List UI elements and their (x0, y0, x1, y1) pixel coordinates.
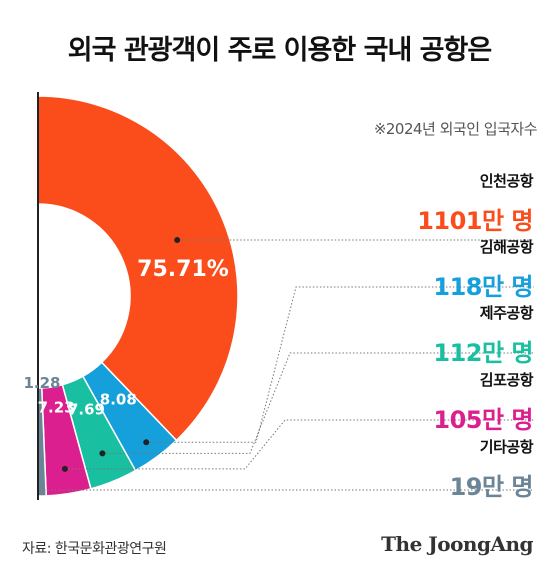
legend-name: 김해공항 (479, 238, 534, 256)
pct-label-gimhae: 8.08 (100, 391, 137, 409)
legend-value: 19만 명 (449, 473, 534, 501)
leader-line-gimpo (64, 419, 534, 470)
legend-entry-incheon: 인천공항 1101만 명 (417, 170, 533, 236)
legend-name: 인천공항 (479, 172, 534, 190)
pct-label-gimpo: 7.23 (38, 399, 75, 417)
legend-name: 기타공항 (479, 438, 534, 456)
legend-value: 105만 명 (433, 406, 533, 434)
pct-label-incheon: 75.71% (137, 257, 229, 282)
legend-name: 김포공항 (479, 371, 534, 389)
legend-name: 제주공항 (479, 304, 534, 322)
source-credit: 자료: 한국문화관광연구원 (22, 541, 167, 557)
pct-label-jeju: 7.69 (68, 400, 105, 418)
legend-value: 118만 명 (433, 273, 533, 301)
legend-entry-jeju: 제주공항 112만 명 (433, 302, 533, 368)
page-title: 외국 관광객이 주로 이용한 국내 공항은 (67, 35, 492, 66)
slice-incheon (37, 95, 239, 442)
leader-dot-gimhae (143, 439, 150, 446)
pct-label-others: 1.28 (23, 374, 60, 392)
leader-dot-jeju (99, 450, 106, 457)
leader-line-jeju (102, 352, 534, 454)
legend-entry-gimpo: 김포공항 105만 명 (433, 369, 533, 435)
legend-entry-others: 기타공항 19만 명 (449, 436, 534, 502)
data-note: ※2024년 외국인 입국자수 (373, 120, 538, 138)
legend-value: 112만 명 (433, 339, 533, 367)
legend-entry-gimhae: 김해공항 118만 명 (433, 236, 533, 302)
leader-dot-incheon (174, 237, 181, 244)
legend-value: 1101만 명 (417, 207, 533, 235)
leader-line-gimhae (146, 286, 534, 443)
publisher-logo: The JoongAng (381, 532, 533, 556)
leader-dot-gimpo (61, 465, 68, 472)
